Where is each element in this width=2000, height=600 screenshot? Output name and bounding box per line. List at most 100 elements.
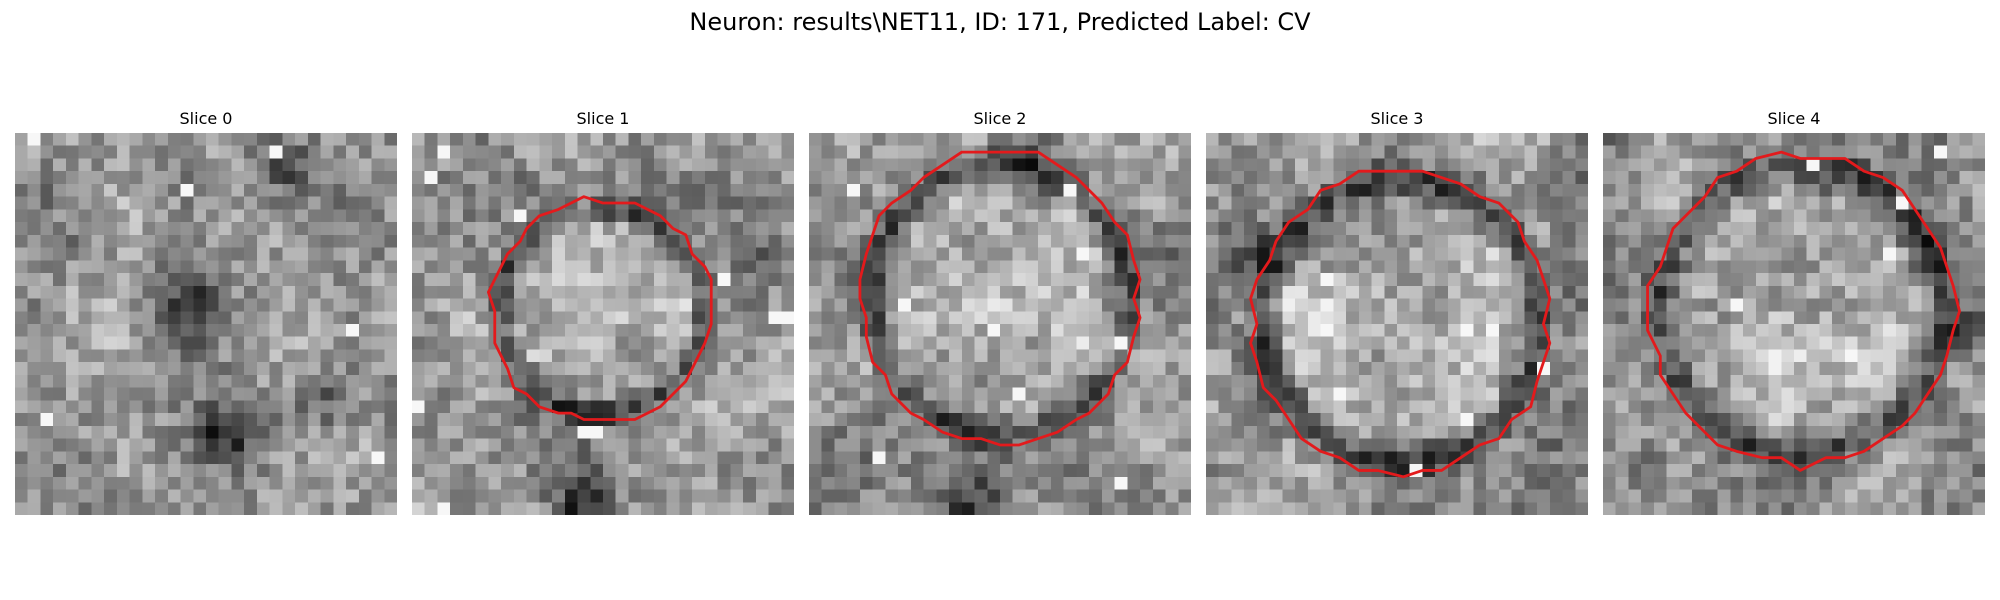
pixel-cell — [282, 476, 296, 490]
pixel-cell — [206, 273, 219, 287]
pixel-cell — [27, 145, 41, 159]
pixel-cell — [809, 464, 822, 478]
pixel-cell — [1422, 196, 1436, 210]
pixel-cell — [371, 336, 385, 350]
pixel-cell — [1178, 336, 1191, 350]
pixel-cell — [1628, 222, 1642, 236]
pixel-cell — [1447, 438, 1461, 452]
pixel-cell — [1844, 502, 1858, 515]
pixel-cell — [768, 336, 782, 350]
pixel-cell — [1371, 502, 1385, 515]
pixel-cell — [1730, 476, 1744, 490]
pixel-cell — [1012, 387, 1026, 401]
pixel-cell — [53, 311, 67, 325]
pixel-cell — [116, 273, 130, 287]
pixel-cell — [1012, 413, 1026, 427]
pixel-cell — [1114, 183, 1128, 197]
pixel-cell — [1178, 273, 1191, 287]
pixel-cell — [1781, 158, 1795, 172]
pixel-cell — [961, 489, 975, 503]
pixel-cell — [1857, 183, 1871, 197]
pixel-cell — [1447, 285, 1461, 299]
pixel-cell — [704, 234, 718, 248]
pixel-cell — [974, 374, 988, 388]
pixel-cell — [1562, 171, 1576, 185]
pixel-cell — [1409, 133, 1423, 146]
pixel-cell — [1256, 247, 1270, 261]
pixel-cell — [295, 349, 309, 363]
pixel-cell — [1781, 133, 1795, 146]
pixel-cell — [1346, 196, 1360, 210]
pixel-cell — [1575, 171, 1588, 185]
pixel-cell — [1768, 400, 1782, 414]
pixel-cell — [1832, 324, 1846, 337]
pixel-cell — [987, 464, 1001, 478]
pixel-cell — [821, 400, 835, 414]
pixel-cell — [1295, 260, 1309, 274]
pixel-cell — [987, 489, 1001, 503]
pixel-cell — [1165, 222, 1179, 236]
pixel-cell — [1012, 247, 1026, 261]
pixel-cell — [1256, 400, 1270, 414]
pixel-cell — [1549, 247, 1563, 261]
pixel-cell — [1537, 451, 1551, 465]
pixel-cell — [679, 196, 693, 210]
pixel-cell — [1460, 425, 1474, 439]
pixel-cell — [1178, 209, 1191, 223]
pixel-cell — [1165, 336, 1179, 350]
pixel-cell — [501, 387, 515, 401]
pixel-cell — [244, 209, 258, 223]
pixel-cell — [1269, 273, 1283, 287]
pixel-cell — [155, 464, 169, 478]
pixel-cell — [1127, 145, 1141, 159]
pixel-cell — [218, 425, 232, 439]
pixel-cell — [384, 298, 397, 312]
pixel-cell — [1575, 451, 1588, 465]
pixel-cell — [1307, 234, 1321, 248]
pixel-cell — [1422, 247, 1436, 261]
pixel-cell — [501, 311, 515, 325]
pixel-cell — [180, 502, 194, 515]
pixel-cell — [450, 336, 464, 350]
pixel-cell — [513, 196, 527, 210]
pixel-cell — [269, 464, 283, 478]
pixel-cell — [704, 425, 718, 439]
pixel-cell — [1794, 183, 1807, 197]
pixel-cell — [1666, 349, 1680, 363]
pixel-cell — [371, 260, 385, 274]
pixel-cell — [1615, 260, 1629, 274]
pixel-cell — [437, 425, 451, 439]
pixel-cell — [424, 362, 438, 376]
pixel-cell — [666, 247, 680, 261]
pixel-cell — [653, 145, 667, 159]
pixel-cell — [809, 247, 822, 261]
pixel-cell — [1076, 311, 1090, 325]
pixel-cell — [564, 158, 578, 172]
pixel-cell — [1152, 234, 1166, 248]
pixel-cell — [1717, 413, 1731, 427]
pixel-cell — [1089, 374, 1103, 388]
pixel-cell — [1498, 349, 1512, 363]
pixel-cell — [1397, 273, 1410, 287]
pixel-cell — [1498, 311, 1512, 325]
pixel-cell — [1076, 158, 1090, 172]
pixel-cell — [1921, 413, 1935, 427]
pixel-cell — [1498, 324, 1512, 337]
pixel-cell — [1038, 273, 1052, 287]
pixel-cell — [847, 387, 861, 401]
pixel-cell — [1435, 234, 1449, 248]
pixel-cell — [743, 247, 757, 261]
pixel-cell — [628, 451, 642, 465]
pixel-cell — [1218, 247, 1232, 261]
pixel-cell — [1730, 298, 1744, 312]
pixel-cell — [885, 400, 899, 414]
pixel-cell — [1218, 425, 1232, 439]
pixel-cell — [847, 362, 861, 376]
pixel-cell — [1692, 374, 1706, 388]
pixel-cell — [539, 247, 553, 261]
pixel-cell — [1895, 349, 1909, 363]
pixel-cell — [475, 489, 489, 503]
pixel-cell — [1768, 489, 1782, 503]
pixel-cell — [1628, 476, 1642, 490]
pixel-cell — [1549, 222, 1563, 236]
